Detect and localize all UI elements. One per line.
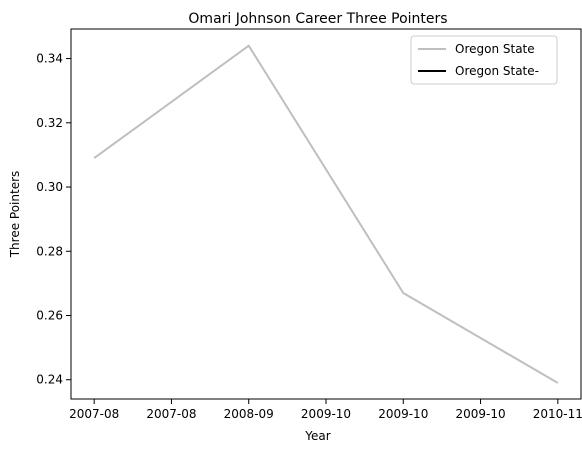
series-line-0 (93, 44, 559, 384)
y-tick-label: 0.32 (36, 116, 63, 130)
y-axis: 0.24 0.26 0.28 0.30 0.32 0.34 (36, 52, 71, 387)
legend-label-0: Oregon State (455, 42, 535, 56)
y-tick-label: 0.26 (36, 308, 63, 322)
series-layer (93, 44, 559, 384)
y-tick-label: 0.24 (36, 373, 63, 387)
x-axis: 2007-08 2007-08 2008-09 2009-10 2009-10 2009-… (69, 399, 582, 421)
y-tick-label: 0.28 (36, 244, 63, 258)
chart-title: Omari Johnson Career Three Pointers (188, 11, 447, 27)
y-tick-label: 0.30 (36, 180, 63, 194)
x-tick-label: 2007-08 (69, 407, 119, 421)
x-tick-label: 2010-11 (533, 407, 582, 421)
x-tick-label: 2009-10 (455, 407, 505, 421)
legend: Oregon State Oregon State- (410, 35, 558, 85)
x-axis-label: Year (304, 429, 330, 443)
legend-label-1: Oregon State- (455, 64, 539, 78)
x-tick-label: 2009-10 (378, 407, 428, 421)
x-tick-label: 2007-08 (146, 407, 196, 421)
legend-box (410, 35, 558, 85)
y-axis-label: Three Pointers (8, 171, 22, 259)
x-tick-label: 2009-10 (301, 407, 351, 421)
y-tick-label: 0.34 (36, 52, 63, 66)
x-tick-label: 2008-09 (224, 407, 274, 421)
